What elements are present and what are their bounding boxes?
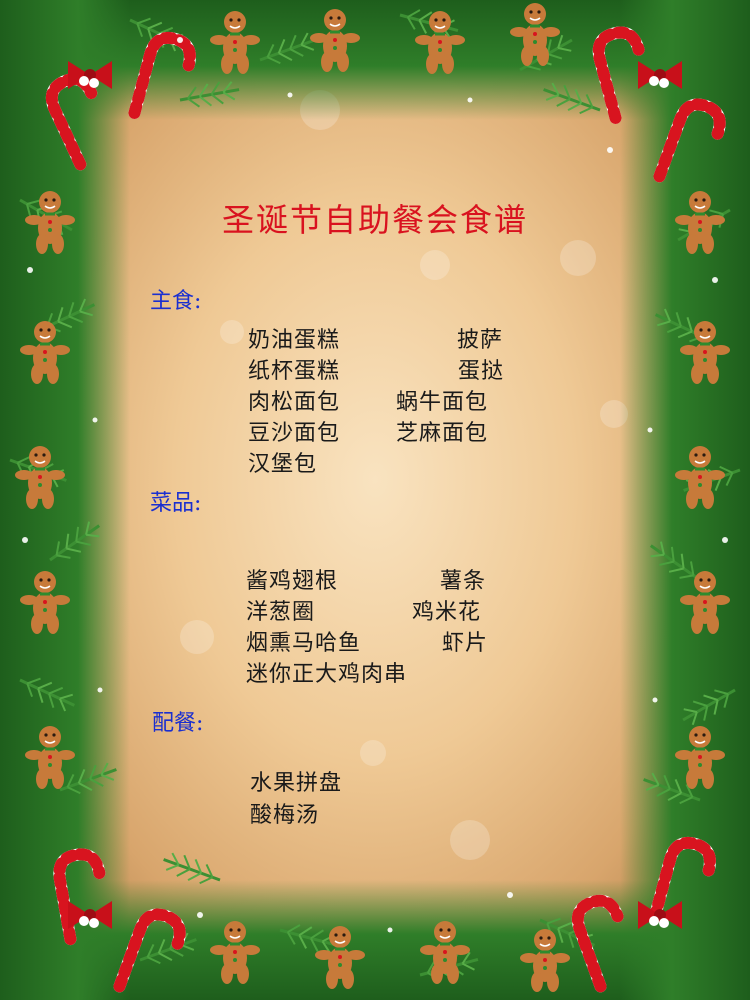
- bokeh-light: [360, 740, 386, 766]
- menu-item: 披萨: [457, 328, 504, 353]
- menu-item: 蜗牛面包: [396, 390, 489, 415]
- menu-item: 肉松面包: [248, 390, 341, 415]
- menu-item: 洋葱圈: [246, 600, 316, 625]
- bokeh-light: [560, 240, 596, 276]
- section-label-dishes: 菜品:: [150, 491, 202, 516]
- section-label-sides: 配餐:: [152, 711, 204, 736]
- bokeh-light: [220, 320, 244, 344]
- menu-item: 烟熏马哈鱼: [246, 631, 362, 656]
- menu-item: 纸杯蛋糕: [248, 359, 341, 384]
- bokeh-light: [450, 820, 490, 860]
- menu-item: 蛋挞: [458, 359, 505, 384]
- bokeh-light: [420, 250, 450, 280]
- menu-item: 薯条: [440, 569, 487, 594]
- menu-item: 迷你正大鸡肉串: [246, 662, 408, 687]
- menu-item: 鸡米花: [412, 600, 482, 625]
- menu-item: 虾片: [442, 631, 489, 656]
- page-title: 圣诞节自助餐会食谱: [221, 201, 528, 239]
- pine-branch-frame-right: [620, 0, 750, 1000]
- sparkle-icon: [22, 37, 728, 933]
- menu-item: 芝麻面包: [396, 421, 489, 446]
- section-label-staple: 主食:: [150, 289, 202, 314]
- pine-branch-frame-left: [0, 0, 130, 1000]
- menu-item: 奶油蛋糕: [248, 328, 341, 353]
- menu-item: 汉堡包: [248, 452, 318, 477]
- menu-item: 酸梅汤: [250, 803, 320, 828]
- menu-item: 豆沙面包: [248, 421, 341, 446]
- menu-item: 酱鸡翅根: [246, 569, 339, 594]
- menu-item: 水果拼盘: [250, 771, 343, 796]
- bokeh-light: [180, 620, 214, 654]
